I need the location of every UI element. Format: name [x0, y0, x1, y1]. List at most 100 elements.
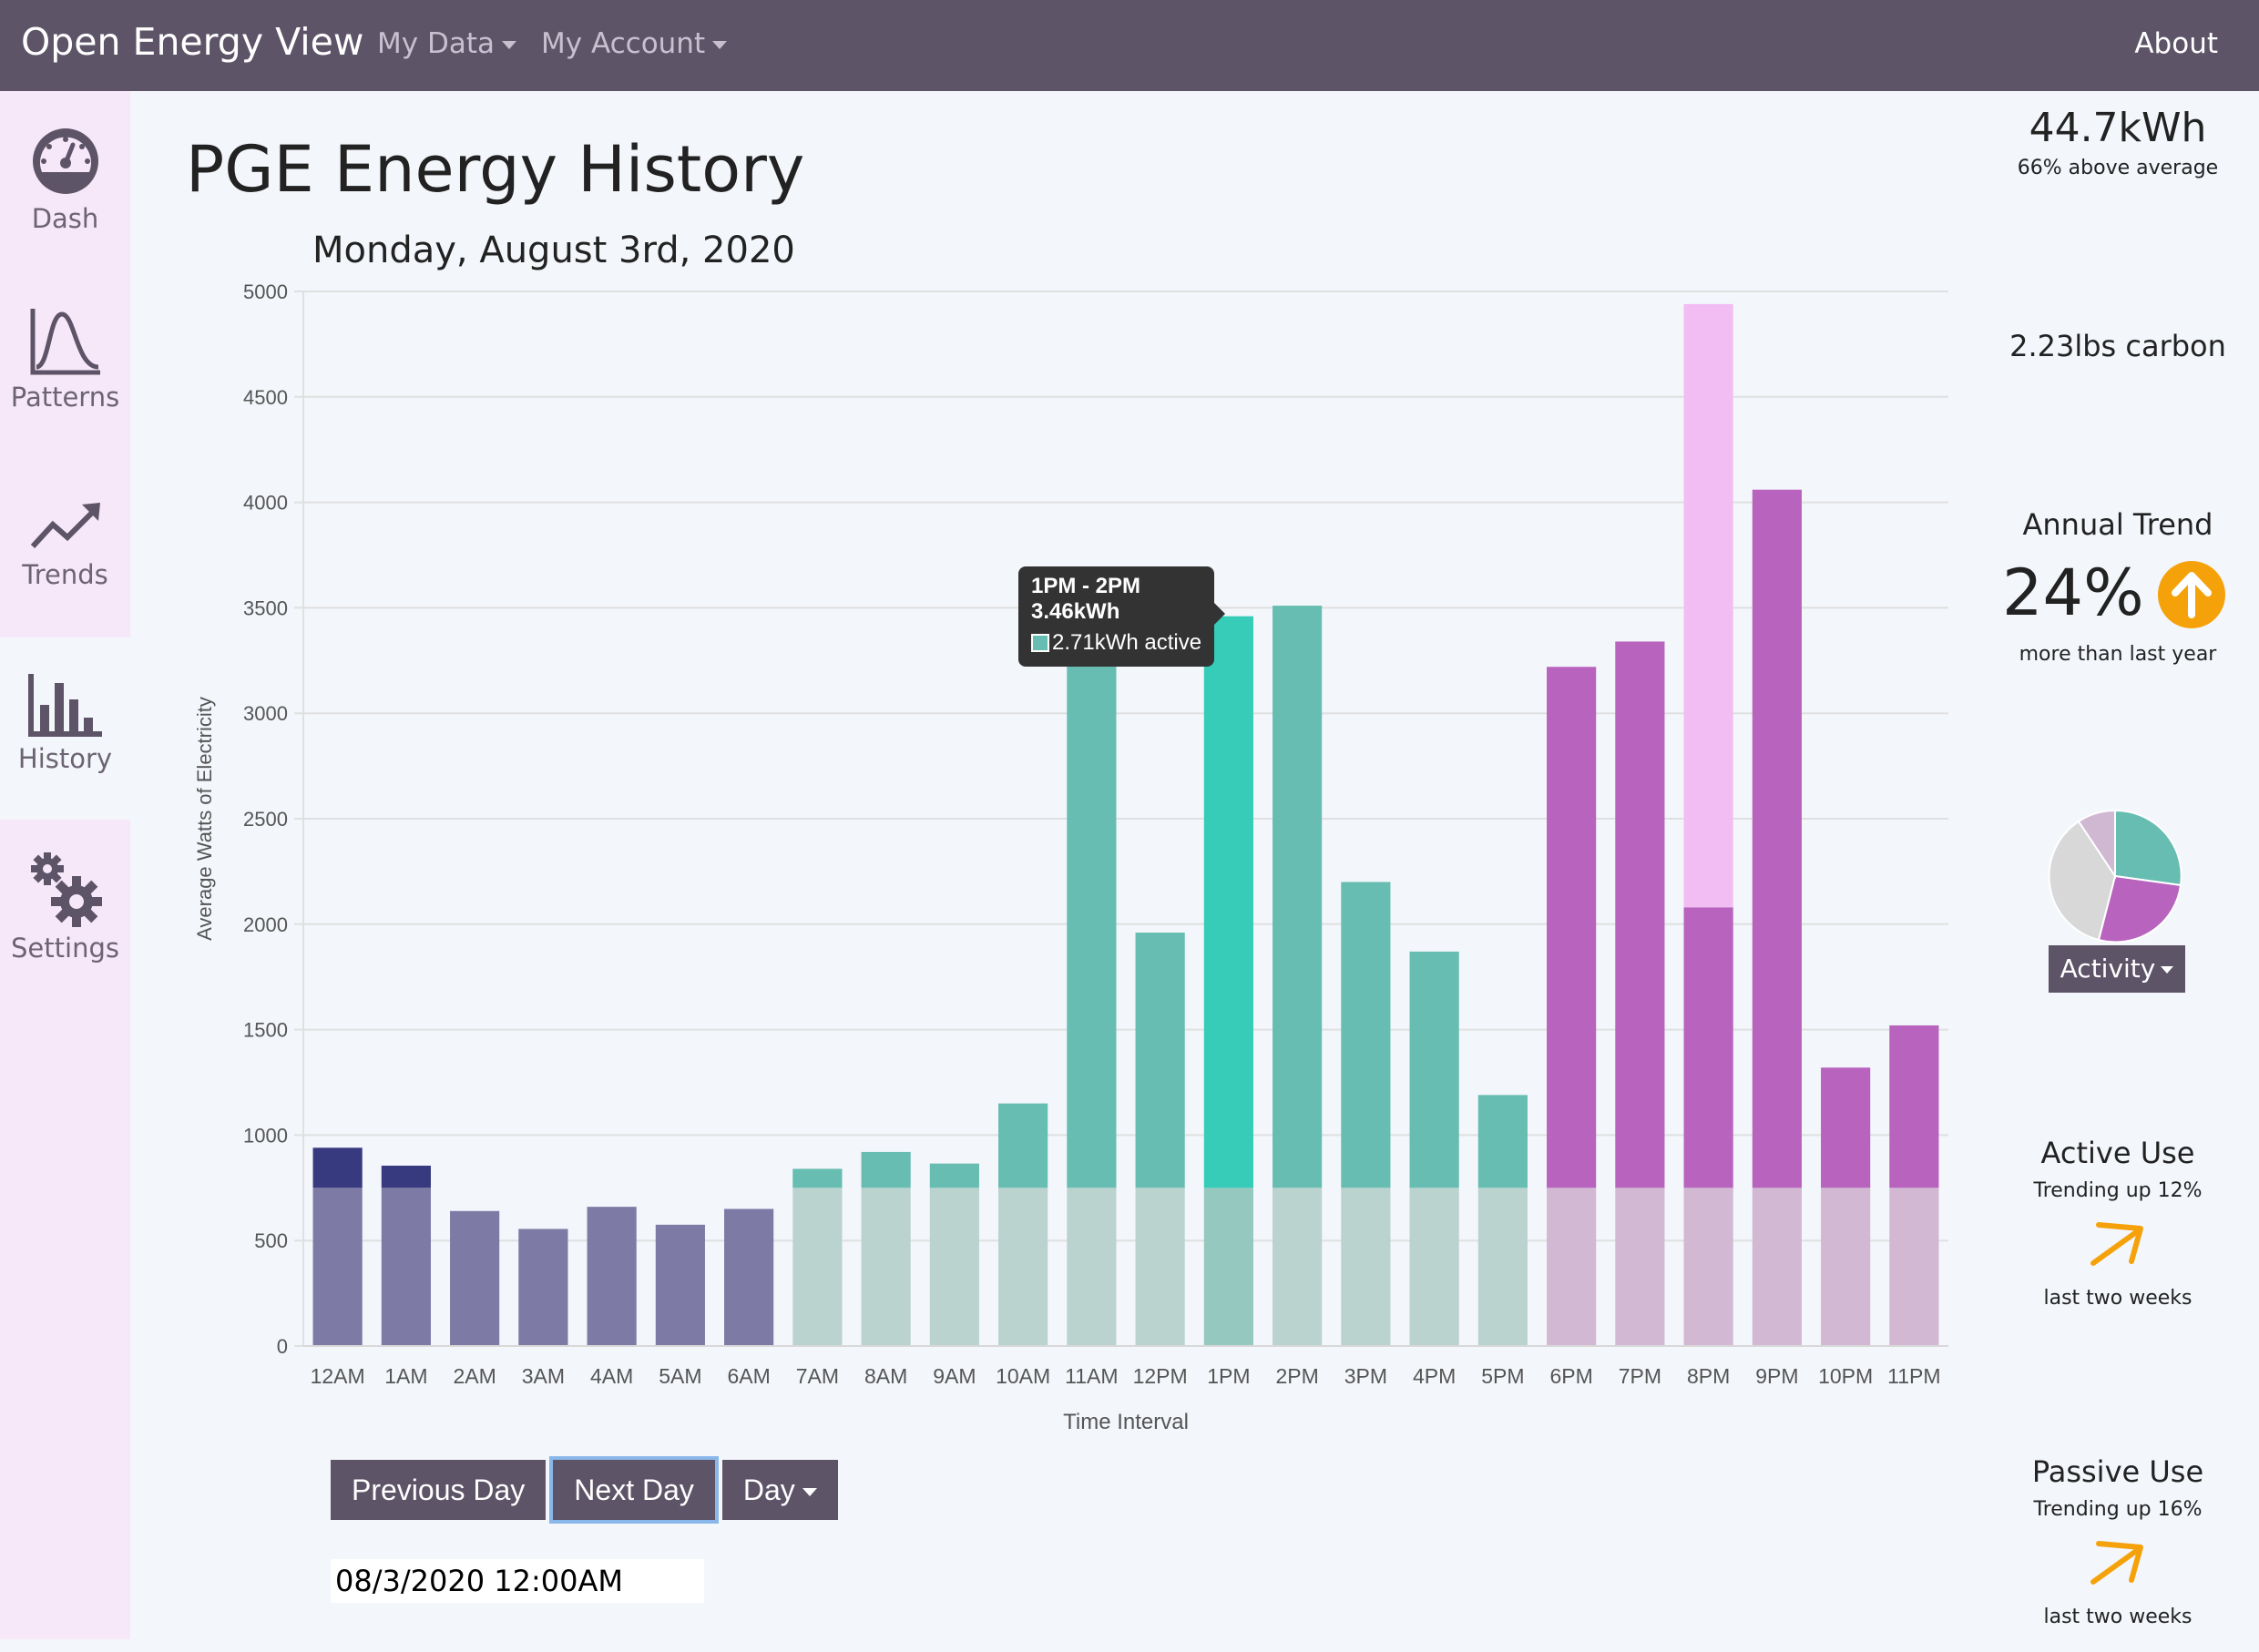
bar-passive[interactable]: [1341, 1188, 1391, 1346]
bar-active[interactable]: [1203, 616, 1253, 1188]
sidebar-item-label: Settings: [11, 933, 119, 964]
bar-passive[interactable]: [1477, 1188, 1528, 1346]
x-tick-label: 12AM: [311, 1364, 365, 1388]
x-tick-label: 9AM: [933, 1364, 976, 1388]
bar-active[interactable]: [1477, 1095, 1528, 1188]
y-tick-label: 1500: [243, 1019, 288, 1042]
bar-passive[interactable]: [792, 1188, 843, 1346]
bar-passive[interactable]: [450, 1210, 500, 1346]
sidebar-item-history[interactable]: History: [0, 637, 130, 820]
bar-active[interactable]: [792, 1168, 843, 1188]
passive-use-summary: Passive Use Trending up 16%: [1968, 1454, 2259, 1521]
bar-passive[interactable]: [1752, 1188, 1802, 1346]
bar-active[interactable]: [1135, 933, 1185, 1188]
active-use-summary: Active Use Trending up 12%: [1968, 1136, 2259, 1202]
bar-active[interactable]: [1615, 641, 1665, 1188]
x-tick-label: 8AM: [864, 1364, 907, 1388]
x-axis-label: Time Interval: [1063, 1410, 1189, 1434]
bar-passive[interactable]: [312, 1188, 363, 1346]
activity-pie-chart: [2048, 809, 2182, 943]
bar-passive[interactable]: [998, 1188, 1048, 1346]
period-label: Day: [742, 1474, 795, 1506]
bar-active[interactable]: [312, 1147, 363, 1188]
bar-passive[interactable]: [518, 1229, 568, 1346]
bar-active[interactable]: [1409, 951, 1459, 1188]
bar-active[interactable]: [1273, 606, 1323, 1188]
bar-passive[interactable]: [929, 1188, 979, 1346]
bar-chart-icon: [27, 674, 102, 737]
bar-active[interactable]: [1683, 907, 1733, 1188]
bar-passive[interactable]: [381, 1188, 431, 1346]
bar-passive[interactable]: [724, 1208, 774, 1346]
bar-passive[interactable]: [1821, 1188, 1871, 1346]
bell-curve-icon: [30, 309, 100, 375]
usage-total: 44.7kWh: [2029, 105, 2207, 151]
x-tick-label: 10PM: [1818, 1364, 1873, 1388]
bar-active[interactable]: [861, 1151, 911, 1188]
active-use-title: Active Use: [2040, 1136, 2195, 1170]
y-tick-label: 5000: [243, 280, 288, 303]
bar-passive[interactable]: [1547, 1188, 1597, 1346]
bar-passive[interactable]: [655, 1224, 705, 1346]
y-tick-label: 3500: [243, 597, 288, 619]
bar-passive[interactable]: [1067, 1188, 1117, 1346]
y-tick-label: 2000: [243, 913, 288, 936]
bar-active[interactable]: [998, 1103, 1048, 1188]
bar-passive[interactable]: [587, 1207, 637, 1346]
x-tick-label: 6PM: [1549, 1364, 1592, 1388]
next-day-button[interactable]: Next Day: [549, 1456, 719, 1524]
usage-summary: 44.7kWh 66% above average: [1968, 105, 2259, 179]
passive-use-period: last two weeks: [2043, 1606, 2193, 1628]
sidebar-item-label: Trends: [22, 559, 108, 590]
bar-active[interactable]: [929, 1163, 979, 1188]
carbon-summary: 2.23lbs carbon: [1968, 329, 2259, 363]
bar-passive[interactable]: [1683, 1188, 1733, 1346]
bar-active[interactable]: [1067, 630, 1117, 1188]
sidebar-item-patterns[interactable]: Patterns: [0, 273, 130, 455]
sidebar-item-trends[interactable]: Trends: [0, 455, 130, 637]
activity-dropdown[interactable]: Activity: [2049, 945, 2185, 993]
sidebar-item-label: History: [17, 743, 113, 774]
x-tick-label: 6AM: [727, 1364, 770, 1388]
bar-active[interactable]: [1889, 1025, 1939, 1188]
x-tick-label: 11AM: [1065, 1364, 1118, 1388]
chevron-down-icon: [802, 1488, 817, 1497]
bar-extra[interactable]: [1683, 303, 1733, 908]
my-data-label: My Data: [377, 27, 495, 60]
x-tick-label: 3AM: [522, 1364, 565, 1388]
annual-trend: Annual Trend: [1968, 507, 2259, 542]
bar-passive[interactable]: [861, 1188, 911, 1346]
x-tick-label: 5PM: [1481, 1364, 1524, 1388]
trend-note-wrap: more than last year: [1968, 643, 2259, 666]
bar-passive[interactable]: [1135, 1188, 1185, 1346]
brand-title[interactable]: Open Energy View: [21, 20, 364, 64]
sidebar-item-settings[interactable]: Settings: [0, 820, 130, 1002]
x-tick-label: 3PM: [1344, 1364, 1387, 1388]
x-tick-label: 5AM: [659, 1364, 701, 1388]
chevron-down-icon: [712, 41, 728, 49]
bar-passive[interactable]: [1203, 1188, 1253, 1346]
about-link[interactable]: About: [2134, 27, 2218, 60]
y-tick-label: 3000: [243, 702, 288, 725]
page-title: PGE Energy History: [186, 132, 805, 207]
my-account-dropdown[interactable]: My Account: [541, 27, 728, 60]
chevron-down-icon: [2161, 966, 2174, 974]
my-data-dropdown[interactable]: My Data: [377, 27, 516, 60]
bar-active[interactable]: [381, 1165, 431, 1188]
date-input[interactable]: [331, 1559, 704, 1603]
bar-passive[interactable]: [1273, 1188, 1323, 1346]
previous-day-button[interactable]: Previous Day: [331, 1460, 547, 1520]
bar-active[interactable]: [1752, 489, 1802, 1188]
bar-passive[interactable]: [1615, 1188, 1665, 1346]
bar-active[interactable]: [1547, 667, 1597, 1188]
period-dropdown[interactable]: Day: [721, 1460, 838, 1520]
sidebar-item-label: Patterns: [10, 382, 120, 413]
passive-use-title: Passive Use: [2031, 1454, 2204, 1489]
trend-value: 24%: [2002, 556, 2144, 630]
bar-passive[interactable]: [1409, 1188, 1459, 1346]
bar-passive[interactable]: [1889, 1188, 1939, 1346]
bar-active[interactable]: [1821, 1067, 1871, 1188]
sidebar-item-dash[interactable]: Dash: [0, 91, 130, 273]
bar-active[interactable]: [1341, 882, 1391, 1188]
x-tick-label: 9PM: [1755, 1364, 1798, 1388]
